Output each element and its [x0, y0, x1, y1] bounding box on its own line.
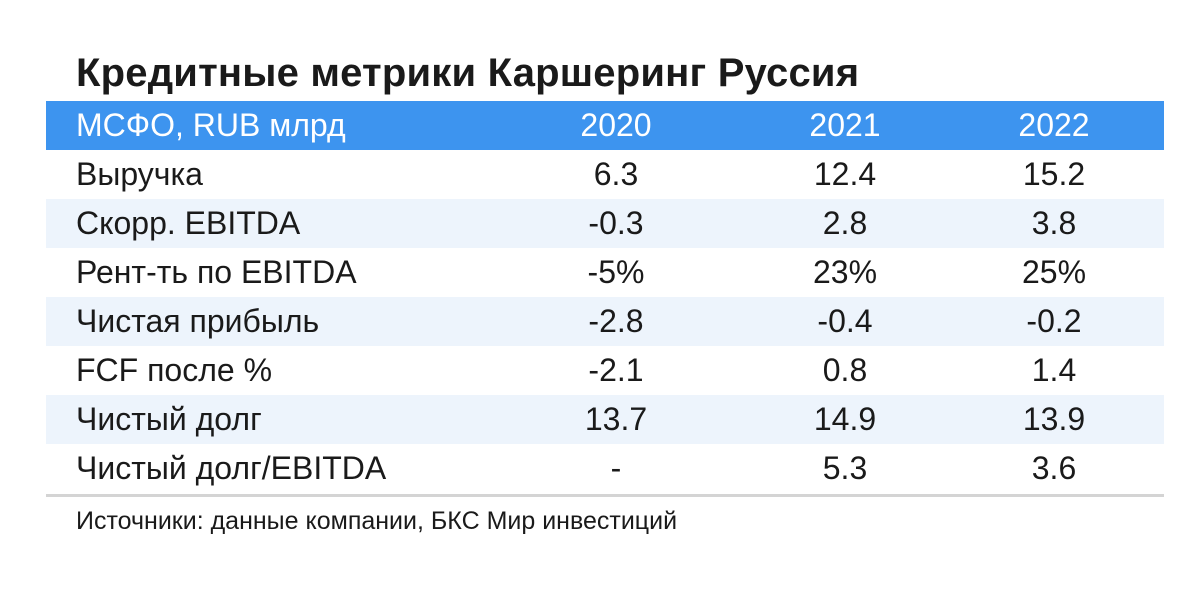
cell-2022: 25%	[1021, 254, 1087, 290]
cell-2020: 6.3	[593, 156, 639, 192]
cell-2022: 1.4	[1031, 352, 1077, 388]
row-label: Чистый долг	[76, 401, 262, 437]
table-row: Чистая прибыль -2.8 -0.4 -0.2	[46, 297, 1164, 346]
cell-2021: 12.4	[813, 156, 877, 192]
table-row: Чистый долг/EBITDA - 5.3 3.6	[46, 444, 1164, 493]
table-row: Рент-ть по EBITDA -5% 23% 25%	[46, 248, 1164, 297]
metrics-table: МСФО, RUB млрд 2020 2021 2022 Выручка 6.…	[46, 101, 1164, 497]
page-title: Кредитные метрики Каршеринг Руссия	[76, 51, 860, 95]
cell-2020: -2.1	[588, 352, 644, 388]
table-row: Чистый долг 13.7 14.9 13.9	[46, 395, 1164, 444]
cell-2022: 15.2	[1022, 156, 1086, 192]
cell-2021: 14.9	[813, 401, 877, 437]
cell-2020: -5%	[587, 254, 645, 290]
header-label: МСФО, RUB млрд	[76, 107, 346, 143]
cell-2020: -2.8	[588, 303, 644, 339]
row-label: Чистый долг/EBITDA	[76, 450, 387, 486]
header-year-2021: 2021	[809, 107, 881, 143]
cell-2022: 3.6	[1031, 450, 1077, 486]
cell-2022: 13.9	[1022, 401, 1086, 437]
cell-2020: -	[610, 450, 622, 486]
cell-2021: 0.8	[822, 352, 868, 388]
row-label: Скорр. EBITDA	[76, 205, 301, 241]
row-label: Выручка	[76, 156, 203, 192]
row-label: Рент-ть по EBITDA	[76, 254, 357, 290]
cell-2021: -0.4	[817, 303, 873, 339]
header-year-2020: 2020	[580, 107, 652, 143]
table-row: Скорр. EBITDA -0.3 2.8 3.8	[46, 199, 1164, 248]
source-note: Источники: данные компании, БКС Мир инве…	[76, 507, 678, 535]
table-row: Выручка 6.3 12.4 15.2	[46, 150, 1164, 199]
row-label: FCF после %	[76, 352, 273, 388]
cell-2020: 13.7	[584, 401, 648, 437]
cell-2022: 3.8	[1031, 205, 1077, 241]
cell-2021: 2.8	[822, 205, 868, 241]
row-label: Чистая прибыль	[76, 303, 320, 339]
cell-2021: 5.3	[822, 450, 868, 486]
table-header-row: МСФО, RUB млрд 2020 2021 2022	[46, 101, 1164, 150]
cell-2021: 23%	[812, 254, 878, 290]
cell-2020: -0.3	[588, 205, 644, 241]
cell-2022: -0.2	[1026, 303, 1082, 339]
header-year-2022: 2022	[1018, 107, 1090, 143]
table-bottom-divider	[46, 494, 1164, 497]
table-row: FCF после % -2.1 0.8 1.4	[46, 346, 1164, 395]
